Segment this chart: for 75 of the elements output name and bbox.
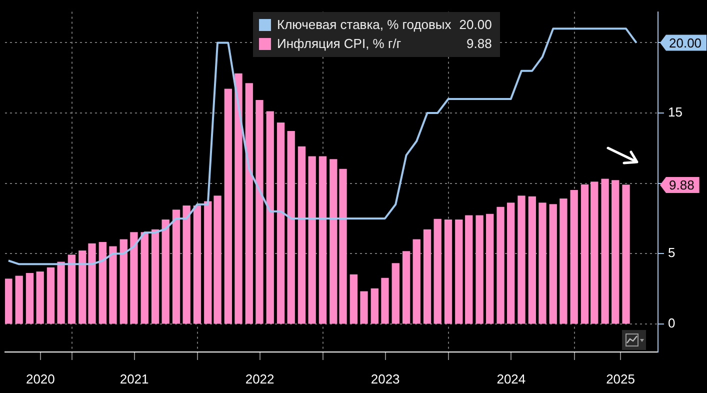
bar bbox=[528, 196, 536, 324]
bar bbox=[360, 291, 368, 324]
bar bbox=[590, 182, 598, 324]
bar bbox=[204, 201, 212, 324]
x-tick-label: 2024 bbox=[496, 371, 526, 386]
bar bbox=[570, 190, 578, 324]
x-tick-label: 2025 bbox=[606, 371, 635, 386]
bar bbox=[193, 205, 202, 324]
bar bbox=[172, 210, 180, 324]
bar bbox=[57, 262, 65, 324]
bar bbox=[370, 288, 378, 324]
bar bbox=[46, 267, 55, 324]
bar bbox=[224, 88, 232, 324]
bar bbox=[78, 250, 86, 324]
legend-label: Ключевая ставка, % годовых bbox=[277, 17, 452, 32]
x-tick-label: 2021 bbox=[120, 371, 149, 386]
bar bbox=[26, 272, 34, 324]
bar bbox=[256, 100, 264, 324]
bar bbox=[308, 156, 316, 324]
bar bbox=[486, 214, 494, 324]
bar bbox=[98, 242, 106, 324]
bar bbox=[88, 243, 96, 324]
bar bbox=[266, 111, 274, 324]
bar bbox=[109, 246, 117, 324]
bar bbox=[245, 83, 253, 324]
annotation: 20.00 bbox=[458, 17, 492, 32]
bar bbox=[330, 159, 338, 324]
bar bbox=[392, 263, 400, 324]
bar bbox=[151, 229, 160, 324]
bar bbox=[518, 196, 526, 324]
bar bbox=[182, 205, 190, 324]
bar bbox=[214, 196, 222, 324]
bar bbox=[549, 204, 557, 324]
bar bbox=[15, 276, 23, 324]
bar bbox=[162, 220, 170, 324]
y-tick-label: 15 bbox=[668, 104, 682, 120]
bar bbox=[276, 122, 285, 324]
bar bbox=[465, 215, 473, 324]
bar bbox=[130, 232, 138, 324]
bar bbox=[560, 198, 568, 324]
bar bbox=[601, 178, 609, 324]
text: 20.00 bbox=[669, 35, 702, 50]
bar bbox=[423, 229, 432, 324]
bar bbox=[612, 180, 620, 324]
bar bbox=[234, 73, 242, 324]
bar bbox=[444, 220, 452, 324]
bar bbox=[36, 272, 44, 324]
bar bbox=[287, 130, 295, 324]
bar bbox=[381, 278, 389, 324]
bar bbox=[506, 202, 515, 324]
bar bbox=[339, 168, 347, 324]
y-tick-label: 0 bbox=[668, 315, 676, 330]
bar bbox=[434, 218, 442, 324]
bar bbox=[298, 146, 306, 324]
x-tick-label: 2022 bbox=[245, 371, 274, 386]
bar bbox=[455, 220, 463, 324]
bar bbox=[476, 215, 484, 324]
y-tick-label: 5 bbox=[668, 245, 676, 260]
text: 9.88 bbox=[669, 178, 694, 193]
bar bbox=[68, 254, 76, 324]
bar bbox=[140, 232, 148, 324]
x-tick-label: 2020 bbox=[26, 371, 55, 386]
x-tick-label: 2023 bbox=[370, 371, 400, 386]
bar bbox=[120, 239, 128, 324]
annotation: 9.88 bbox=[466, 36, 492, 51]
bar bbox=[412, 239, 420, 324]
legend-label: Инфляция CPI, % г/г bbox=[277, 36, 402, 51]
bar bbox=[580, 184, 589, 324]
bar bbox=[538, 202, 546, 324]
bar bbox=[622, 184, 630, 324]
bar bbox=[318, 156, 327, 324]
bar bbox=[5, 278, 12, 324]
bar bbox=[496, 206, 504, 324]
bar bbox=[350, 274, 358, 324]
bar bbox=[402, 251, 410, 324]
